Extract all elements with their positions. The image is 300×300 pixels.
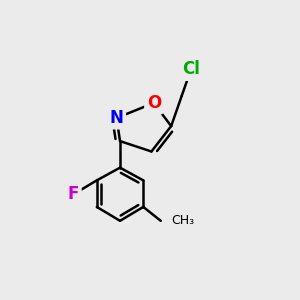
Text: Cl: Cl [182, 61, 200, 79]
Text: O: O [147, 94, 161, 112]
Text: N: N [110, 109, 124, 127]
Text: F: F [68, 185, 79, 203]
Text: CH₃: CH₃ [171, 214, 194, 227]
